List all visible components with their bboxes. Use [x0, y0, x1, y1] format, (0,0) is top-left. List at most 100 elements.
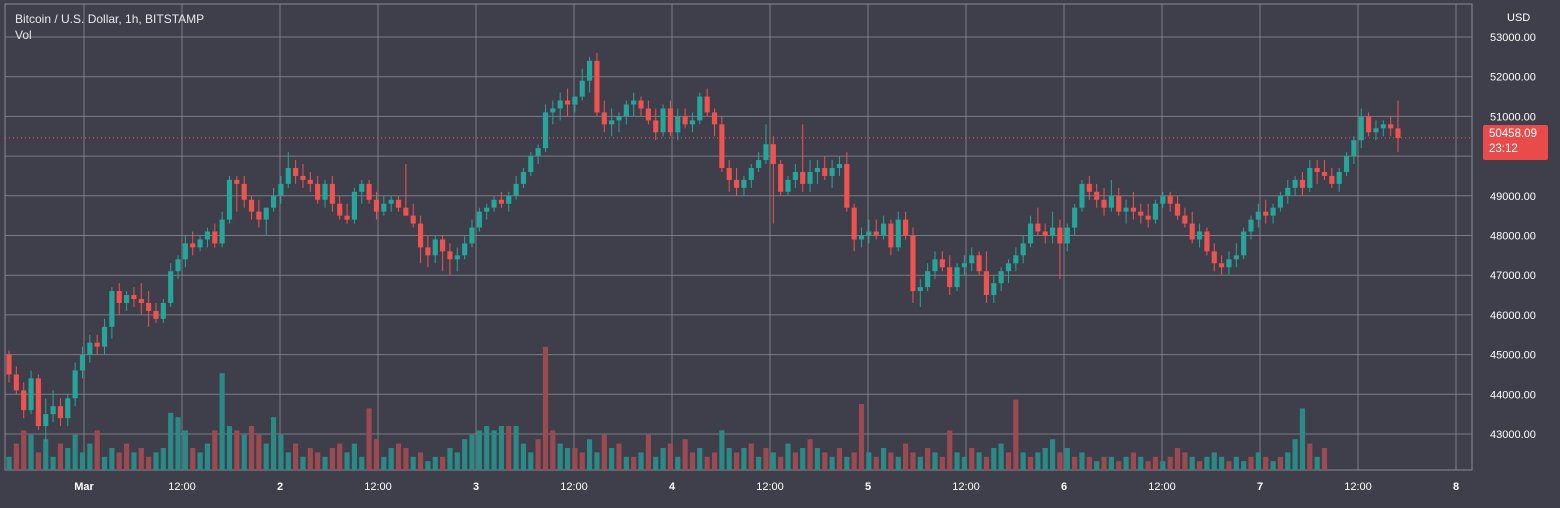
candle-body [234, 179, 240, 184]
candle-body [226, 179, 233, 220]
volume-bar [307, 448, 313, 470]
candle-body [440, 239, 446, 252]
volume-indicator-label: Vol [15, 28, 32, 42]
candle-body [579, 80, 585, 97]
candle-body [359, 183, 365, 192]
candle-body [542, 112, 549, 149]
volume-bar [6, 456, 12, 470]
candle-body [1108, 195, 1114, 208]
candle-body [315, 183, 321, 200]
candle-body [381, 203, 387, 212]
candle-body [983, 271, 990, 296]
candle-body [844, 164, 850, 208]
candle-body [939, 259, 945, 268]
volume-bar [836, 448, 843, 470]
candle-body [829, 168, 835, 176]
volume-bar [520, 443, 527, 470]
price-tick-label: 53000.00 [1490, 32, 1536, 44]
candle-body [1130, 207, 1137, 212]
candle-body [792, 171, 798, 180]
candle-body [1241, 231, 1247, 256]
candle-body [1027, 223, 1034, 244]
candle-body [822, 168, 828, 176]
candle-body [388, 199, 394, 204]
candle-body [587, 60, 593, 81]
candle-body [888, 223, 894, 248]
time-tick-label: 12:00 [1344, 481, 1372, 493]
volume-bar [498, 426, 504, 470]
volume-bar [1152, 456, 1159, 470]
volume-bar [1079, 452, 1085, 470]
candle-body [1196, 231, 1203, 240]
candle-body [1182, 215, 1188, 224]
volume-bar [682, 439, 688, 470]
volume-bar [322, 456, 328, 470]
volume-bar [910, 452, 916, 470]
candle-body [1358, 116, 1364, 141]
candle-body [50, 406, 56, 415]
volume-bar [1182, 452, 1188, 470]
candle-body [484, 207, 490, 212]
candle-body [601, 112, 607, 125]
volume-bar [535, 439, 541, 470]
candle-body [594, 60, 600, 113]
volume-bar [932, 452, 938, 470]
volume-bar [1005, 452, 1012, 470]
volume-bar [763, 448, 769, 470]
volume-bar [829, 456, 835, 470]
volume-bar [858, 404, 865, 470]
candle-body [564, 100, 571, 105]
candle-body [667, 108, 674, 133]
candle-body [447, 251, 453, 260]
candle-body [124, 295, 130, 303]
candle-body [329, 183, 335, 204]
volume-bar [653, 456, 659, 470]
candle-body [976, 255, 982, 272]
candle-body [895, 219, 901, 248]
volume-bar [1145, 461, 1151, 470]
candle-body [1020, 243, 1026, 256]
volume-bar [153, 452, 159, 470]
volume-bar [1094, 461, 1100, 470]
candle-body [1299, 179, 1306, 188]
volume-bar [1189, 456, 1195, 470]
volume-bar [263, 443, 269, 470]
volume-bar [726, 448, 732, 470]
volume-bar [1226, 461, 1232, 470]
volume-bar [1160, 461, 1166, 470]
volume-bar [1263, 456, 1269, 470]
candle-body [1086, 183, 1092, 192]
candle-body [1226, 259, 1232, 268]
candle-body [300, 175, 306, 180]
candle-body [1314, 168, 1320, 172]
volume-bar [506, 426, 512, 470]
candle-body [204, 231, 211, 240]
volume-bar [969, 448, 975, 470]
volume-bar [1277, 456, 1283, 470]
time-tick-label: 7 [1257, 481, 1263, 493]
volume-bar [961, 456, 967, 470]
candle-body [373, 199, 380, 212]
volume-bar [440, 456, 446, 470]
candle-body [653, 120, 659, 133]
volume-bar [991, 448, 997, 470]
volume-bar [1027, 456, 1034, 470]
volume-bar [1196, 461, 1203, 470]
candle-body [1079, 183, 1085, 208]
candle-body [476, 211, 482, 228]
volume-bar [557, 443, 563, 470]
candle-body [28, 378, 34, 411]
candle-body [778, 164, 784, 192]
volume-bar [1116, 461, 1122, 470]
volume-bar [616, 443, 622, 470]
volume-bar [432, 456, 438, 470]
volume-bar [300, 456, 306, 470]
candle-body [72, 370, 78, 399]
volume-bar [182, 430, 188, 470]
volume-bar [903, 443, 909, 470]
candle-body [609, 120, 615, 125]
candle-body [248, 199, 255, 212]
time-tick-label: 8 [1453, 481, 1459, 493]
